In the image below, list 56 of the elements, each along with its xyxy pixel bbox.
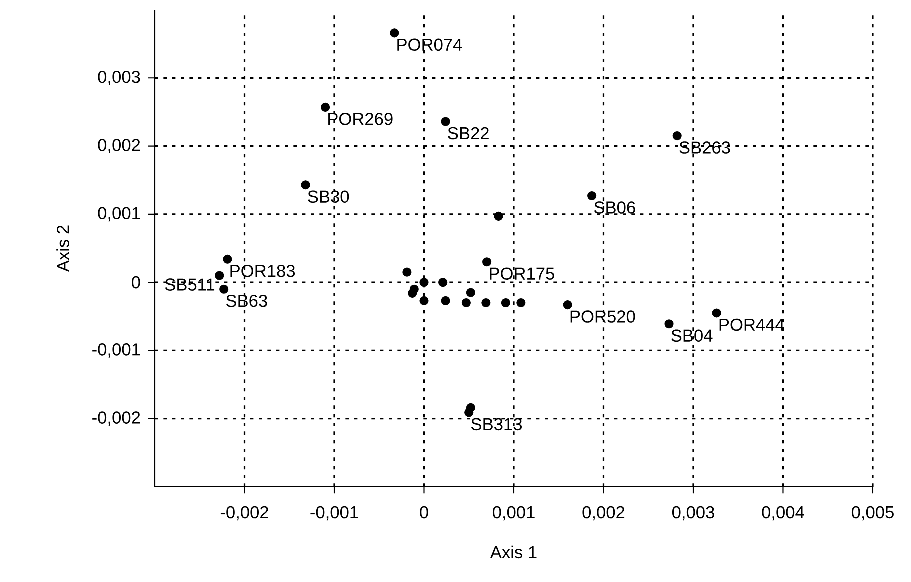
point [220,284,229,294]
point [672,132,682,141]
x-tick-label: 0,002 [582,506,625,521]
point [420,296,429,306]
annotation: SB04 [672,330,713,342]
point [301,180,310,190]
annotation: SB511 [165,278,215,291]
point [223,254,232,264]
point [482,258,492,267]
x-tick-label: 0,005 [852,506,894,521]
annotation: POR175 [490,268,554,280]
point [664,320,674,329]
x-tick-label: -0,001 [310,506,358,521]
x-tick-label: 0,001 [492,506,535,521]
x-tick-label: -0,002 [220,506,268,521]
y-tick-label: 0 [132,276,140,289]
annotation: POR183 [230,264,296,278]
annotation: SB263 [680,142,730,154]
annotation: POR520 [570,310,636,323]
annotation: SB30 [308,190,350,203]
x-tick-label: 0,003 [672,506,714,521]
point [464,408,474,418]
y-tick-label: 0,001 [98,207,140,222]
x-axis-title: Axis 1 [490,546,537,559]
y-tick-label: 0,003 [98,70,140,86]
point [563,300,572,310]
point [588,191,597,201]
point [462,298,471,308]
point [438,278,448,288]
point [215,271,224,280]
y-tick-label: -0,001 [92,344,140,358]
point [420,278,429,288]
annotation: SB63 [226,294,268,308]
annotation: SB06 [594,202,636,214]
annotation: SB313 [472,418,522,431]
point [712,308,722,318]
point [482,298,491,308]
annotation: POR269 [328,113,393,126]
point [441,296,450,306]
y-axis-title: Axis 2 [56,226,70,272]
point [501,298,510,308]
point [320,102,330,112]
y-tick-label: -0,002 [92,412,140,426]
point [402,268,412,277]
x-tick-label: 0 [420,506,428,519]
annotation: POR074 [398,38,462,52]
point [466,288,476,298]
annotation: SB22 [448,127,489,140]
point [516,298,526,308]
x-tick-label: 0,004 [762,506,804,521]
point [408,288,418,298]
point [390,28,400,38]
point [494,212,504,222]
point [441,117,450,126]
y-tick-label: 0,002 [98,139,140,154]
annotation: POR444 [720,318,784,332]
